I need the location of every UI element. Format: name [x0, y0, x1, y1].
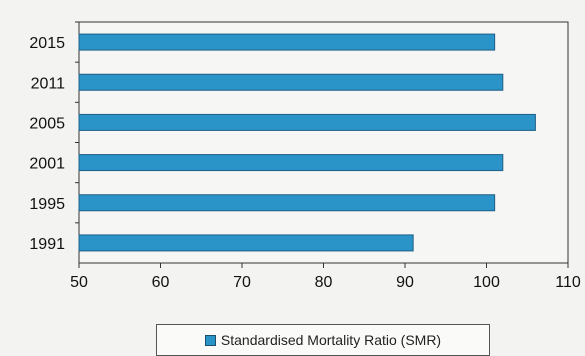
x-tick-label-100: 100 [473, 274, 500, 291]
category-label-1995: 1995 [29, 196, 65, 213]
bar-1991 [78, 234, 414, 252]
legend-swatch [204, 334, 216, 346]
bar-2005 [78, 113, 536, 131]
legend-label: Standardised Mortality Ratio (SMR) [220, 332, 442, 348]
category-label-1991: 1991 [29, 236, 65, 253]
category-label-2011: 2011 [31, 75, 66, 92]
x-tick-label-70: 70 [233, 274, 251, 291]
category-label-2001: 2001 [29, 156, 65, 173]
legend: Standardised Mortality Ratio (SMR) [156, 324, 490, 356]
plot-area [78, 21, 569, 264]
x-tick-label-80: 80 [315, 274, 333, 291]
bar-2011 [78, 73, 504, 91]
bar-1995 [78, 194, 496, 212]
x-tick-label-60: 60 [152, 274, 170, 291]
category-label-2005: 2005 [29, 115, 65, 132]
x-tick-label-110: 110 [555, 274, 581, 291]
category-label-2015: 2015 [29, 35, 65, 52]
bar-2001 [78, 154, 504, 172]
bar-2015 [78, 33, 496, 51]
x-tick-label-50: 50 [70, 274, 88, 291]
x-tick-label-90: 90 [396, 274, 414, 291]
